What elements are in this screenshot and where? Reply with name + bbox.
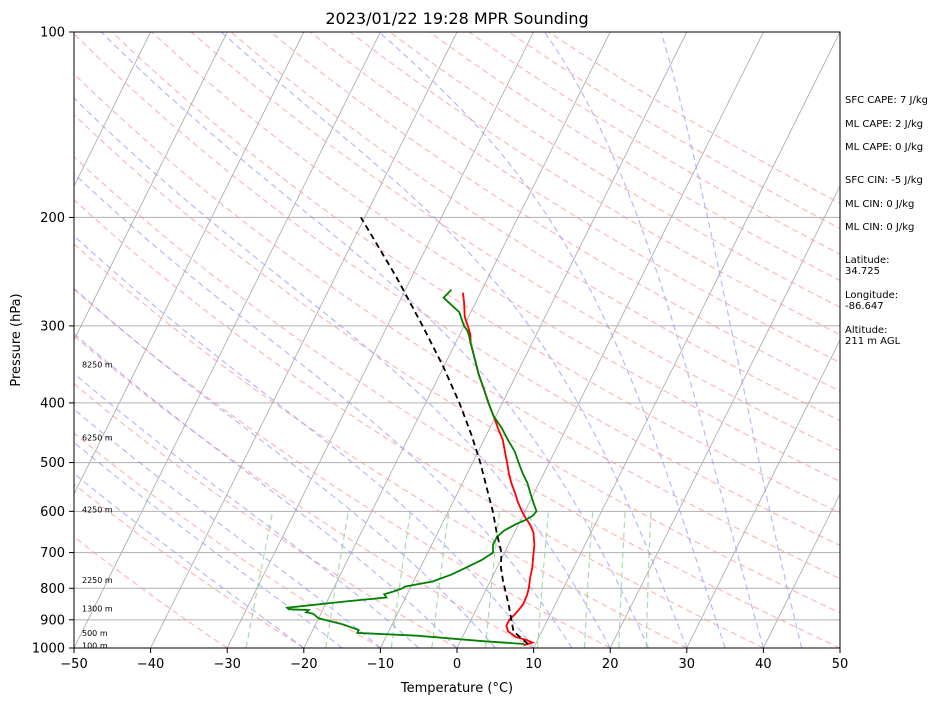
- parcel-profile-line: [360, 216, 529, 645]
- moist-adiabat: [378, 32, 726, 648]
- isotherm-gridline: [74, 32, 228, 342]
- dry-adiabat: [190, 32, 840, 452]
- height-label: 100 m: [82, 642, 108, 651]
- height-label: 4250 m: [82, 506, 113, 515]
- x-tick-label: 10: [525, 657, 542, 672]
- chart-title: 2023/01/22 19:28 MPR Sounding: [325, 9, 588, 28]
- dry-adiabat: [349, 32, 840, 336]
- stat-label: SFC CIN: -5 J/kg: [845, 175, 923, 186]
- isotherm-gridline: [226, 32, 535, 648]
- mixing-ratio-line: [618, 511, 626, 648]
- y-tick-label: 500: [40, 456, 65, 471]
- dewpoint-profile-line: [285, 289, 538, 645]
- moist-adiabat: [74, 287, 496, 648]
- moist-adiabat: [74, 408, 381, 648]
- y-tick-label: 200: [40, 211, 65, 226]
- mixing-ratio-line: [431, 511, 450, 648]
- height-label: 8250 m: [82, 360, 113, 369]
- moist-adiabat: [74, 172, 573, 648]
- moist-adiabat: [74, 441, 343, 648]
- moist-adiabat: [74, 235, 535, 648]
- isotherm-gridline: [74, 32, 152, 188]
- x-tick-label: −50: [60, 657, 87, 672]
- dry-adiabat: [74, 335, 534, 648]
- dry-adiabat: [74, 288, 611, 648]
- stat-label: SFC CAPE: 7 J/kg: [845, 95, 928, 106]
- stat-label: ML CAPE: 0 J/kg: [845, 142, 924, 153]
- isotherm-gridline: [456, 32, 764, 648]
- stat-label: Longitude: -86.647: [845, 290, 899, 312]
- moist-adiabat: [74, 472, 305, 648]
- moist-adiabat: [74, 332, 458, 648]
- x-tick-label: 50: [832, 657, 849, 672]
- x-axis-label: Temperature (°C): [400, 681, 513, 696]
- isotherm-gridline: [762, 492, 840, 648]
- x-tick-label: 40: [755, 657, 772, 672]
- mixing-ratio-line: [536, 511, 550, 648]
- dry-adiabat: [74, 113, 840, 614]
- moist-adiabat: [100, 32, 650, 648]
- y-tick-label: 700: [40, 546, 65, 561]
- x-tick-label: −40: [137, 657, 164, 672]
- height-label: 2250 m: [82, 576, 113, 585]
- isotherm-gridline: [150, 32, 458, 648]
- stat-label: Altitude: 211 m AGL: [845, 325, 901, 347]
- moist-adiabat: [660, 32, 803, 648]
- y-tick-label: 900: [40, 613, 65, 628]
- y-tick-label: 1000: [32, 642, 65, 657]
- dry-adiabat: [111, 32, 840, 514]
- y-tick-label: 600: [40, 505, 65, 520]
- dry-adiabat: [74, 382, 458, 648]
- isotherm-gridline: [533, 32, 840, 648]
- dry-adiabat: [230, 32, 840, 422]
- height-label: 6250 m: [82, 433, 113, 442]
- dry-adiabat: [74, 72, 840, 580]
- mixing-ratio-line: [325, 511, 349, 648]
- stat-label: Latitude: 34.725: [845, 255, 890, 277]
- dry-adiabat: [74, 32, 840, 546]
- x-tick-label: −30: [213, 657, 240, 672]
- isotherm-gridline: [686, 338, 840, 648]
- mixing-ratio-line: [390, 511, 411, 648]
- stat-label: ML CIN: 0 J/kg: [845, 199, 915, 210]
- x-tick-label: 30: [679, 657, 696, 672]
- isotherm-gridline: [609, 184, 840, 648]
- y-axis-label: Pressure (hPa): [9, 293, 24, 386]
- isotherm-gridline: [74, 32, 381, 648]
- moist-adiabat: [544, 32, 764, 648]
- dry-adiabat: [74, 243, 688, 648]
- x-tick-label: −20: [290, 657, 317, 672]
- isotherm-gridline: [379, 32, 688, 648]
- moist-adiabat: [220, 32, 688, 648]
- dry-adiabat: [74, 536, 228, 648]
- stat-label: ML CIN: 0 J/kg: [845, 222, 915, 233]
- x-tick-label: 20: [602, 657, 619, 672]
- dry-adiabat: [389, 32, 840, 308]
- x-tick-label: 0: [453, 657, 461, 672]
- isotherm-gridline: [74, 32, 305, 496]
- height-label: 500 m: [82, 629, 108, 638]
- isotherm-gridline: [303, 32, 611, 648]
- mixing-ratio-line: [645, 511, 652, 648]
- moist-adiabat: [74, 97, 611, 648]
- height-label: 1300 m: [82, 605, 113, 614]
- y-tick-label: 800: [40, 582, 65, 597]
- y-tick-label: 300: [40, 319, 65, 334]
- mixing-ratio-line: [245, 511, 274, 648]
- stat-label: ML CAPE: 2 J/kg: [845, 119, 924, 130]
- x-tick-label: −10: [367, 657, 394, 672]
- y-tick-label: 400: [40, 396, 65, 411]
- dry-adiabat: [74, 156, 840, 648]
- y-tick-label: 100: [40, 26, 65, 41]
